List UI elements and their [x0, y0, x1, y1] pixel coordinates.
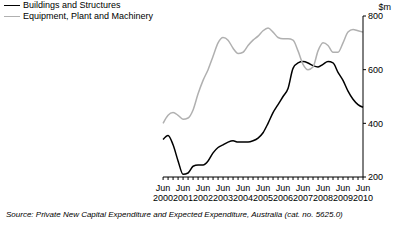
svg-text:Jun2003: Jun2003	[213, 183, 233, 203]
html-text:Equipment, Plant and Machinery: Equipment, Plant and Machinery	[23, 11, 154, 21]
svg-text:400: 400	[368, 119, 383, 129]
svg-text:Jun2008: Jun2008	[313, 183, 333, 203]
svg-text:Jun2009: Jun2009	[333, 183, 353, 203]
svg-text:600: 600	[368, 65, 383, 75]
svg-text:200: 200	[368, 172, 383, 182]
svg-text:Jun2001: Jun2001	[173, 183, 193, 203]
svg-text:Jun2006: Jun2006	[273, 183, 293, 203]
svg-text:Jun2007: Jun2007	[293, 183, 313, 203]
svg-text:Jun2000: Jun2000	[153, 183, 173, 203]
svg-text:Jun2010: Jun2010	[353, 183, 373, 203]
svg-text:Jun2004: Jun2004	[233, 183, 253, 203]
html-text:$m: $m	[378, 2, 391, 12]
svg-text:Jun2005: Jun2005	[253, 183, 273, 203]
svg-text:800: 800	[368, 11, 383, 21]
html-text:Source: Private New Capital Ex: Source: Private New Capital Expenditure …	[6, 210, 343, 219]
svg-text:Jun2002: Jun2002	[193, 183, 213, 203]
html-text:Buildings and Structures: Buildings and Structures	[23, 0, 121, 10]
